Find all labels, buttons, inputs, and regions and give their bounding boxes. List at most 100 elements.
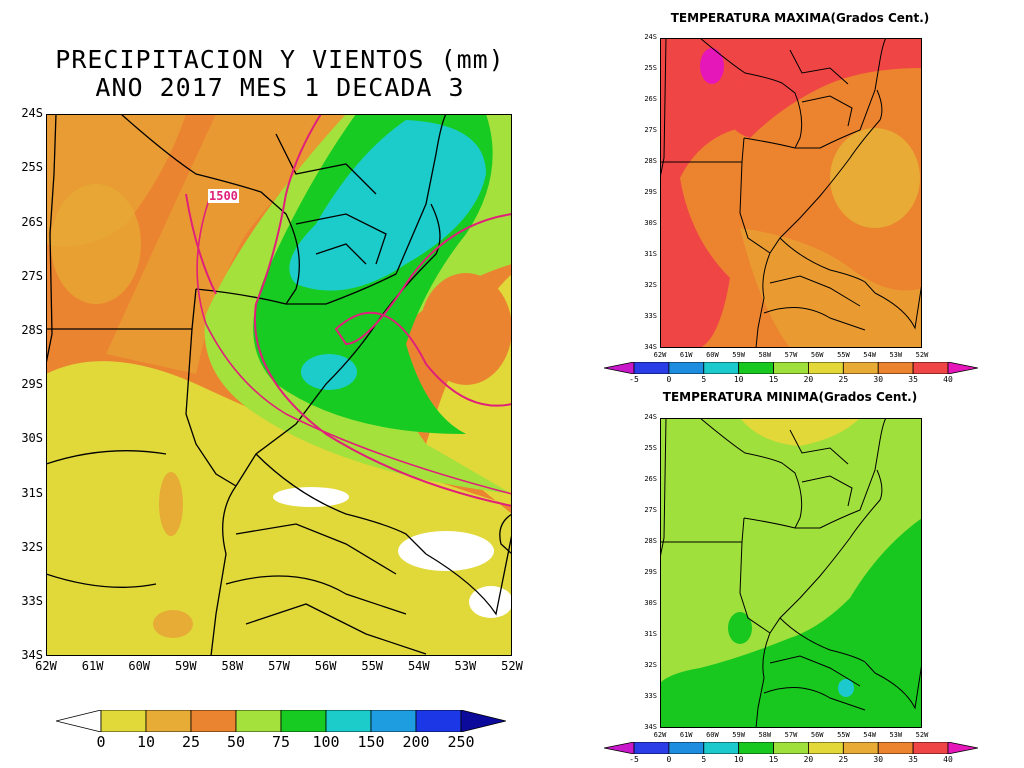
tmax-lon-label: 56W (810, 351, 824, 359)
main-map-lon-label: 52W (501, 659, 523, 673)
precip-colorbar-swatch (235, 710, 282, 732)
tmin-lat-label: 33S (644, 692, 657, 701)
tmax-lat-label: 27S (644, 126, 657, 135)
tmin-lon-label: 57W (784, 731, 798, 739)
main-map-lat-label: 31S (21, 485, 43, 500)
tmin-colorbar-swatch (633, 742, 670, 754)
tmin-lon-label: 62W (653, 731, 667, 739)
tmax-colorbar-swatch (633, 362, 670, 374)
main-map-title: PRECIPITACION Y VIENTOS (mm) ANO 2017 ME… (40, 46, 520, 102)
tmin-colorbar-arrow-low (604, 742, 635, 754)
tmax-lon-label: 59W (732, 351, 745, 359)
tmin-lon-label: 52W (915, 731, 929, 739)
main-map-lon-label: 54W (407, 659, 430, 673)
precip-colorbar-tick-label: 150 (357, 733, 385, 751)
tmin-colorbar-swatch (912, 742, 949, 754)
tmax-lat-label: 26S (644, 95, 657, 104)
tmin-colorbar-tick-label: 20 (803, 755, 814, 764)
main-map-lon-label: 62W (35, 659, 57, 673)
tmax-lat-label: 25S (644, 64, 657, 73)
precip-colorbar-swatch (145, 710, 192, 732)
tmin-colorbar-tick-label: 30 (873, 755, 884, 764)
tmax-lon-label: 54W (863, 351, 876, 359)
tmax-colorbar-swatch (842, 362, 879, 374)
tmin-lon-label: 53W (889, 731, 903, 739)
tmin-lon-label: 56W (810, 731, 824, 739)
tmax-lon-label: 53W (889, 351, 903, 359)
main-map-lat-label: 33S (21, 594, 43, 608)
tmax-colorbar-tick-label: 35 (908, 375, 918, 384)
precip-colorbar-tick-label: 10 (136, 733, 156, 751)
tmax-colorbar-arrow-low (604, 362, 635, 374)
tmin-colorbar-tick-label: 0 (666, 755, 672, 764)
precip-colorbar-tick-label: 25 (181, 733, 201, 751)
tmax-colorbar (604, 362, 978, 374)
main-map-lon-label: 57W (268, 659, 290, 673)
precipitation-map (46, 114, 512, 656)
tmin-lat-label: 34S (644, 723, 657, 732)
tmin-lon-label: 58W (758, 731, 772, 739)
tmin-lon-label: 61W (679, 731, 693, 739)
main-map-lat-label: 24S (21, 106, 43, 121)
tmin-colorbar-swatch (842, 742, 879, 754)
tmin-title: TEMPERATURA MINIMA(Grados Cent.) (662, 390, 918, 404)
tmin-lat-label: 24S (644, 413, 657, 422)
tmax-lat-label: 28S (644, 157, 657, 166)
tmin-colorbar-swatch (738, 742, 774, 754)
tmin-colorbar-swatch (773, 742, 809, 754)
tmin-colorbar-tick-label: 35 (908, 755, 918, 764)
tmax-colorbar-tick-label: 5 (701, 375, 707, 384)
tmin-lon-label: 55W (837, 731, 850, 739)
tmax-colorbar-tick-label: -5 (629, 375, 639, 384)
precip-colorbar-swatch (415, 710, 462, 732)
tmax-lon-label: 60W (706, 351, 719, 359)
precip-colorbar-tick-label: 50 (226, 733, 246, 751)
tmax-colorbar-tick-label: 40 (943, 375, 953, 384)
main-map-lon-label: 60W (128, 659, 151, 673)
tmax-lat-label: 32S (644, 281, 657, 290)
tmin-lat-label: 26S (644, 475, 657, 484)
tmax-colorbar-arrow-high (947, 362, 978, 374)
precip-colorbar-tick-label: 0 (96, 733, 106, 751)
tmax-colorbar-tick-label: 30 (873, 375, 884, 384)
tmin-colorbar (604, 742, 978, 754)
precip-colorbar-swatch (325, 710, 372, 732)
tmin-lat-label: 30S (644, 599, 657, 608)
tmax-lat-label: 29S (644, 188, 657, 197)
tmin-lat-label: 31S (644, 630, 657, 639)
precip-colorbar-tick-label: 250 (447, 733, 475, 751)
main-map-lat-label: 34S (21, 648, 43, 663)
tmax-colorbar-tick-label: 10 (733, 375, 744, 384)
tmax-lat-label: 30S (644, 219, 657, 228)
tmin-lat-label: 27S (644, 506, 657, 515)
tmax-lon-label: 55W (837, 351, 850, 359)
tmin-lat-label: 28S (644, 537, 657, 546)
tmax-lon-label: 62W (653, 351, 667, 359)
precipitation-colorbar (56, 710, 506, 732)
main-map-lat-label: 26S (21, 214, 43, 229)
tmin-colorbar-tick-label: 40 (943, 755, 953, 764)
tmax-lat-label: 24S (644, 33, 657, 42)
tmin-lat-label: 29S (644, 568, 657, 577)
main-map-lat-label: 25S (21, 160, 43, 175)
tmin-colorbar-swatch (877, 742, 914, 754)
tmin-map (660, 418, 922, 728)
tmax-colorbar-tick-label: 25 (838, 375, 849, 384)
tmax-colorbar-swatch (773, 362, 809, 374)
main-map-title-line1: PRECIPITACION Y VIENTOS (mm) (55, 45, 505, 74)
tmax-map (660, 38, 922, 348)
tmin-lat-label: 25S (644, 444, 657, 453)
precip-colorbar-swatch (100, 710, 147, 732)
precip-colorbar-tick-label: 75 (271, 733, 291, 751)
main-map-title-line2: ANO 2017 MES 1 DECADA 3 (95, 73, 465, 102)
tmax-lat-label: 31S (644, 250, 657, 259)
tmin-colorbar-tick-label: -5 (629, 755, 639, 764)
tmax-colorbar-swatch (738, 362, 774, 374)
tmax-colorbar-tick-label: 0 (666, 375, 672, 384)
tmax-colorbar-tick-label: 15 (768, 375, 779, 384)
precip-colorbar-arrow-high (460, 710, 506, 732)
tmax-lon-label: 61W (679, 351, 693, 359)
tmax-colorbar-swatch (808, 362, 844, 374)
tmax-lon-label: 58W (758, 351, 772, 359)
precip-colorbar-tick-label: 100 (312, 733, 340, 751)
